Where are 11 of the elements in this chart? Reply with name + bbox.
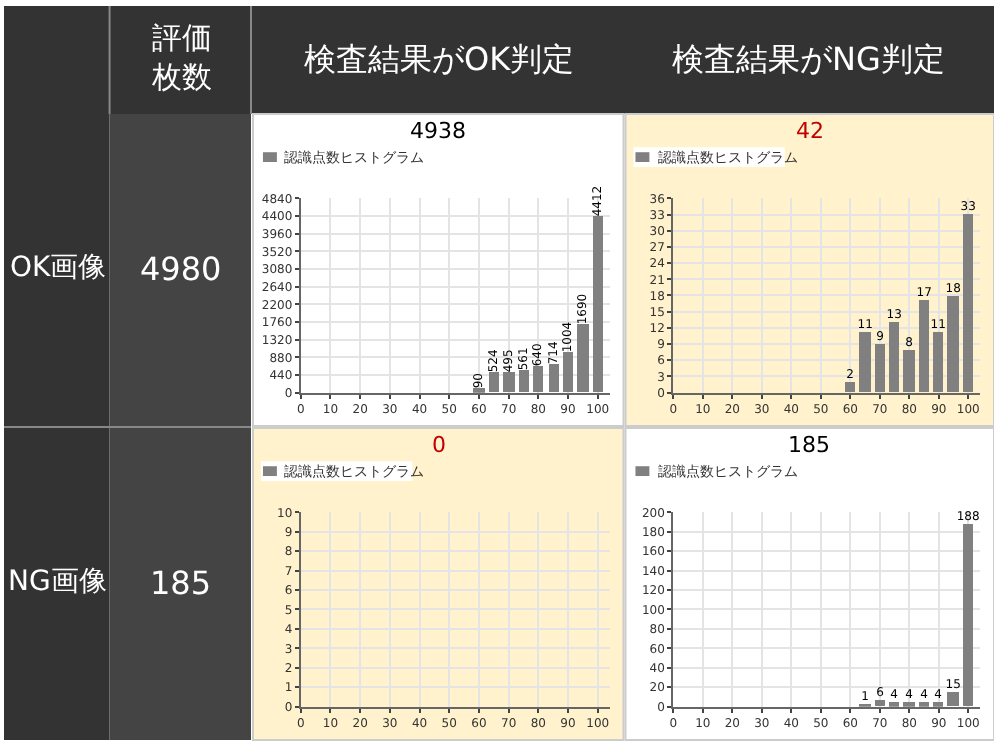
chart-title: 4938 — [410, 118, 466, 144]
text: 検査結果がNG判定 — [672, 40, 945, 78]
text: 検査結果がOK判定 — [304, 40, 575, 78]
chart-title: 185 — [788, 432, 830, 458]
chart-title: 0 — [432, 432, 446, 458]
text: 185 — [150, 564, 212, 602]
chart-title: 42 — [796, 118, 824, 144]
text: NG画像 — [8, 566, 107, 598]
text: OK画像 — [10, 252, 107, 284]
text: 評価枚数 — [150, 20, 212, 95]
text: 4980 — [140, 250, 222, 288]
